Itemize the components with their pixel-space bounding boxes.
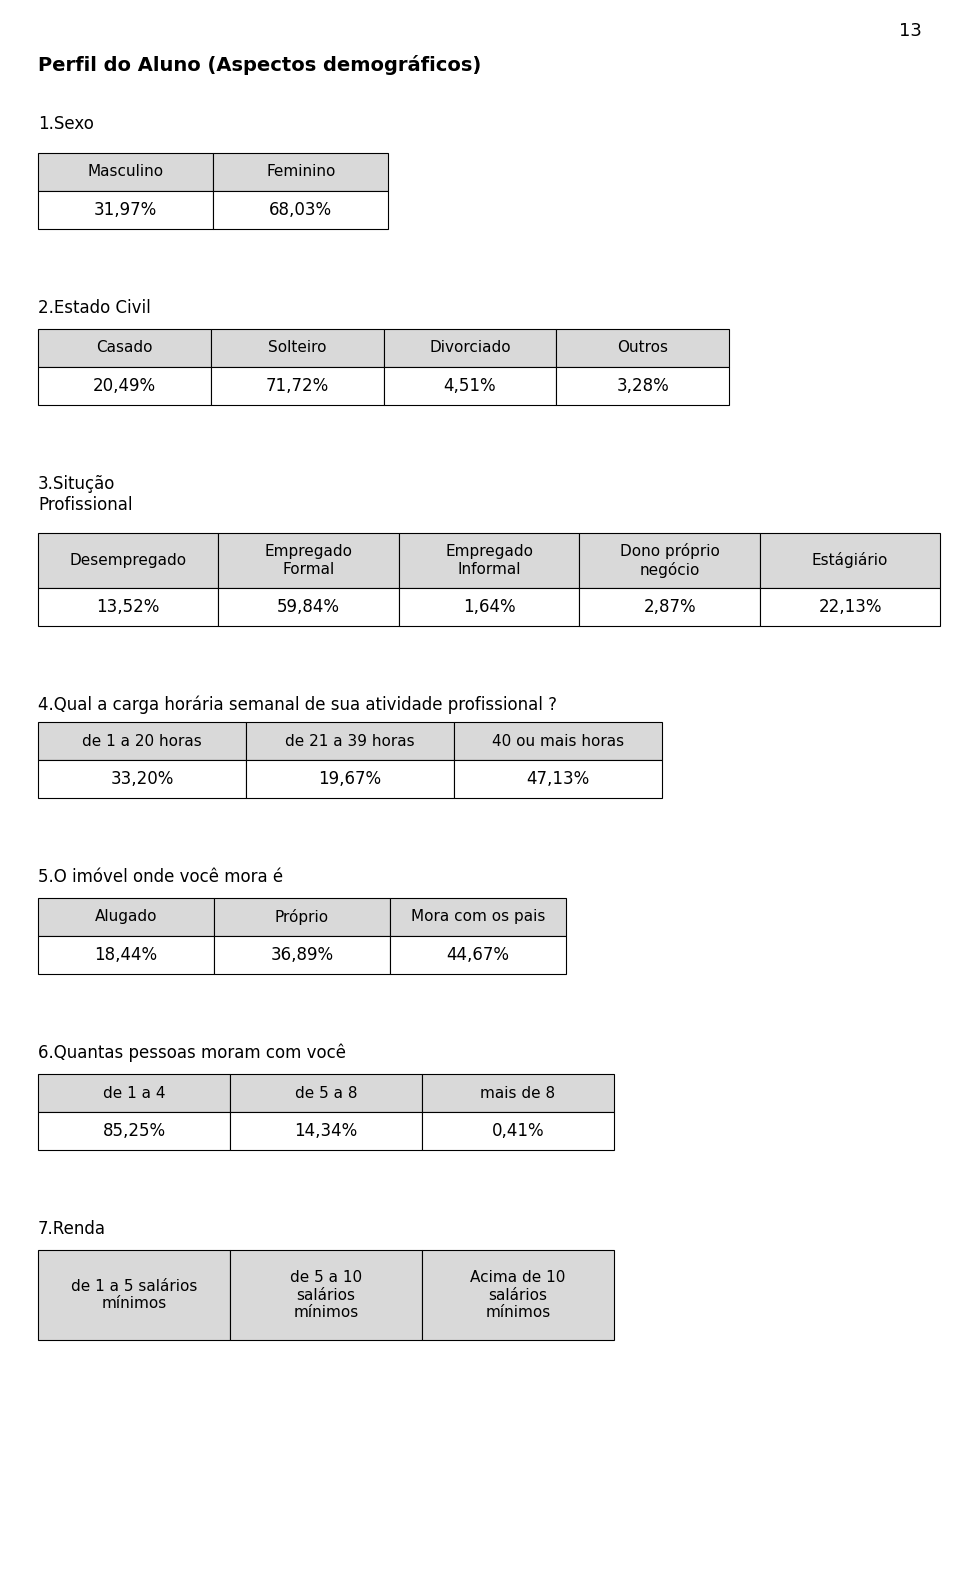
Bar: [230, 1074, 422, 1112]
Bar: [38, 589, 219, 625]
Text: 31,97%: 31,97%: [94, 200, 157, 220]
Text: 33,20%: 33,20%: [110, 770, 174, 788]
Text: Alugado: Alugado: [95, 910, 157, 924]
Bar: [422, 1112, 614, 1150]
Text: Masculino: Masculino: [87, 164, 163, 180]
Text: 7.Renda: 7.Renda: [38, 1220, 106, 1238]
Bar: [399, 589, 580, 625]
Text: de 1 a 5 salários
mínimos: de 1 a 5 salários mínimos: [71, 1279, 197, 1311]
Bar: [384, 329, 557, 368]
Bar: [38, 533, 219, 589]
Bar: [38, 1074, 230, 1112]
Text: 13,52%: 13,52%: [97, 598, 160, 616]
Text: 4.Qual a carga horária semanal de sua atividade profissional ?: 4.Qual a carga horária semanal de sua at…: [38, 695, 557, 714]
Bar: [213, 153, 389, 191]
Bar: [246, 760, 454, 799]
Bar: [38, 760, 246, 799]
Text: 18,44%: 18,44%: [94, 947, 157, 964]
Text: Perfil do Aluno (Aspectos demográficos): Perfil do Aluno (Aspectos demográficos): [38, 56, 481, 75]
Text: 2,87%: 2,87%: [643, 598, 696, 616]
Text: Desempregado: Desempregado: [70, 554, 187, 568]
Bar: [422, 1074, 614, 1112]
Text: Empregado
Informal: Empregado Informal: [445, 544, 533, 576]
Text: 2.Estado Civil: 2.Estado Civil: [38, 299, 151, 317]
Bar: [230, 1251, 422, 1340]
Text: de 5 a 10
salários
mínimos: de 5 a 10 salários mínimos: [290, 1270, 362, 1321]
Bar: [38, 191, 213, 229]
Text: Divorciado: Divorciado: [429, 340, 511, 355]
Bar: [38, 1251, 230, 1340]
Bar: [211, 329, 384, 368]
Text: 59,84%: 59,84%: [277, 598, 340, 616]
Text: Dono próprio
negócio: Dono próprio negócio: [620, 543, 720, 578]
Bar: [557, 329, 730, 368]
Bar: [760, 589, 941, 625]
Text: de 1 a 20 horas: de 1 a 20 horas: [83, 733, 202, 748]
Text: 40 ou mais horas: 40 ou mais horas: [492, 733, 624, 748]
Text: Feminino: Feminino: [266, 164, 335, 180]
Bar: [38, 936, 214, 974]
Bar: [38, 722, 246, 760]
Text: Próprio: Próprio: [275, 908, 329, 924]
Bar: [211, 368, 384, 406]
Bar: [213, 191, 389, 229]
Bar: [384, 368, 557, 406]
Bar: [390, 897, 566, 936]
Bar: [219, 533, 399, 589]
Text: 22,13%: 22,13%: [819, 598, 882, 616]
Text: 36,89%: 36,89%: [271, 947, 333, 964]
Text: 4,51%: 4,51%: [444, 377, 496, 395]
Bar: [246, 722, 454, 760]
Text: Outros: Outros: [617, 340, 668, 355]
Text: Estágiário: Estágiário: [812, 552, 888, 568]
Bar: [557, 368, 730, 406]
Bar: [399, 533, 580, 589]
Bar: [38, 897, 214, 936]
Bar: [454, 760, 662, 799]
Bar: [454, 722, 662, 760]
Bar: [580, 589, 760, 625]
Text: 14,34%: 14,34%: [295, 1122, 358, 1141]
Text: Empregado
Formal: Empregado Formal: [265, 544, 352, 576]
Text: 71,72%: 71,72%: [266, 377, 329, 395]
Text: de 5 a 8: de 5 a 8: [295, 1085, 357, 1101]
Text: Solteiro: Solteiro: [268, 340, 326, 355]
Text: 1,64%: 1,64%: [463, 598, 516, 616]
Bar: [422, 1251, 614, 1340]
Bar: [38, 1112, 230, 1150]
Bar: [214, 936, 390, 974]
Text: 1.Sexo: 1.Sexo: [38, 115, 94, 134]
Text: de 21 a 39 horas: de 21 a 39 horas: [285, 733, 415, 748]
Text: 3.Situção
Profissional: 3.Situção Profissional: [38, 476, 132, 514]
Text: 0,41%: 0,41%: [492, 1122, 544, 1141]
Text: 68,03%: 68,03%: [269, 200, 332, 220]
Text: Acima de 10
salários
mínimos: Acima de 10 salários mínimos: [470, 1270, 565, 1321]
Bar: [219, 589, 399, 625]
Text: 13: 13: [900, 22, 922, 40]
Bar: [38, 329, 211, 368]
Bar: [580, 533, 760, 589]
Text: Casado: Casado: [96, 340, 153, 355]
Text: Mora com os pais: Mora com os pais: [411, 910, 545, 924]
Text: 20,49%: 20,49%: [93, 377, 156, 395]
Bar: [760, 533, 941, 589]
Bar: [38, 153, 213, 191]
Text: 47,13%: 47,13%: [526, 770, 589, 788]
Text: 5.O imóvel onde você mora é: 5.O imóvel onde você mora é: [38, 869, 283, 886]
Bar: [214, 897, 390, 936]
Bar: [230, 1112, 422, 1150]
Bar: [390, 936, 566, 974]
Text: 6.Quantas pessoas moram com você: 6.Quantas pessoas moram com você: [38, 1044, 346, 1063]
Text: 85,25%: 85,25%: [103, 1122, 165, 1141]
Text: 44,67%: 44,67%: [446, 947, 510, 964]
Text: 19,67%: 19,67%: [319, 770, 381, 788]
Text: 3,28%: 3,28%: [616, 377, 669, 395]
Text: mais de 8: mais de 8: [480, 1085, 556, 1101]
Text: de 1 a 4: de 1 a 4: [103, 1085, 165, 1101]
Bar: [38, 368, 211, 406]
